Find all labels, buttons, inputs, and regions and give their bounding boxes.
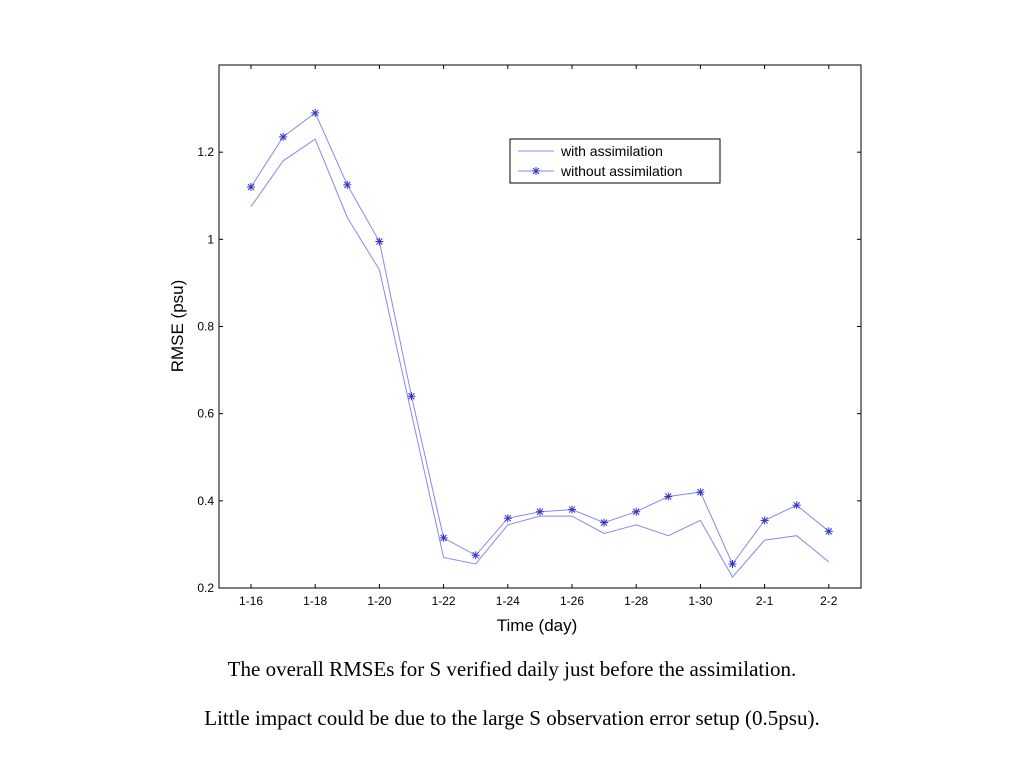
x-tick-label: 1-30 bbox=[688, 594, 712, 608]
data-point-marker bbox=[407, 392, 416, 401]
y-tick-label: 0.2 bbox=[197, 581, 214, 595]
x-tick-label: 1-20 bbox=[367, 594, 391, 608]
legend-label-without-assimilation: without assimilation bbox=[560, 163, 682, 179]
legend-box bbox=[509, 138, 721, 184]
data-point-marker bbox=[471, 551, 480, 560]
data-point-marker bbox=[343, 180, 352, 189]
x-tick-label: 1-24 bbox=[496, 594, 520, 608]
legend-star-icon bbox=[532, 167, 540, 175]
data-point-marker bbox=[375, 237, 384, 246]
data-point-marker bbox=[600, 518, 609, 527]
x-axis-ticks: 1-16 1-18 1-20 1-22 1-24 1-26 1-28 1-30 2-1 2-2 bbox=[239, 65, 838, 608]
x-tick-label: 1-26 bbox=[560, 594, 584, 608]
y-axis-label: RMSE (psu) bbox=[168, 280, 187, 373]
x-tick-label: 1-22 bbox=[432, 594, 456, 608]
data-point-marker bbox=[824, 527, 833, 536]
data-point-marker bbox=[535, 507, 544, 516]
data-point-marker bbox=[664, 492, 673, 501]
legend-marker-without-assimilation bbox=[532, 167, 540, 175]
data-point-marker bbox=[632, 507, 641, 516]
y-tick-label: 0.4 bbox=[197, 494, 214, 508]
y-tick-label: 1 bbox=[207, 232, 214, 246]
data-point-marker bbox=[728, 560, 737, 569]
data-point-marker bbox=[311, 108, 320, 117]
rmse-line-chart: 0.2 0.4 0.6 0.8 1 1.2 1-16 1-18 1-20 1-22 1-24 1-2… bbox=[168, 64, 862, 635]
data-point-marker bbox=[247, 183, 255, 192]
caption-line-2: Little impact could be due to the large … bbox=[204, 706, 820, 730]
y-tick-label: 1.2 bbox=[197, 145, 214, 159]
x-tick-label: 1-18 bbox=[303, 594, 327, 608]
data-point-marker bbox=[279, 132, 288, 141]
legend-label-with-assimilation: with assimilation bbox=[560, 143, 663, 159]
x-axis-label: Time (day) bbox=[497, 616, 578, 635]
legend: with assimilation without assimilation bbox=[509, 138, 721, 184]
x-tick-label: 1-28 bbox=[624, 594, 648, 608]
data-point-marker bbox=[568, 505, 576, 514]
x-tick-label: 1-16 bbox=[239, 594, 263, 608]
x-tick-label: 2-1 bbox=[756, 594, 774, 608]
caption-line-1: The overall RMSEs for S verified daily j… bbox=[227, 657, 797, 681]
data-point-marker bbox=[792, 501, 801, 510]
data-point-marker bbox=[503, 514, 512, 523]
x-tick-label: 2-2 bbox=[820, 594, 838, 608]
series-line-with-assimilation bbox=[250, 138, 830, 578]
series-layer bbox=[247, 108, 833, 578]
y-tick-label: 0.8 bbox=[197, 320, 214, 334]
y-tick-label: 0.6 bbox=[197, 407, 214, 421]
y-axis-ticks: 0.2 0.4 0.6 0.8 1 1.2 bbox=[197, 145, 861, 595]
data-point-marker bbox=[439, 533, 448, 542]
data-point-marker bbox=[696, 488, 705, 497]
data-point-marker bbox=[760, 516, 769, 525]
